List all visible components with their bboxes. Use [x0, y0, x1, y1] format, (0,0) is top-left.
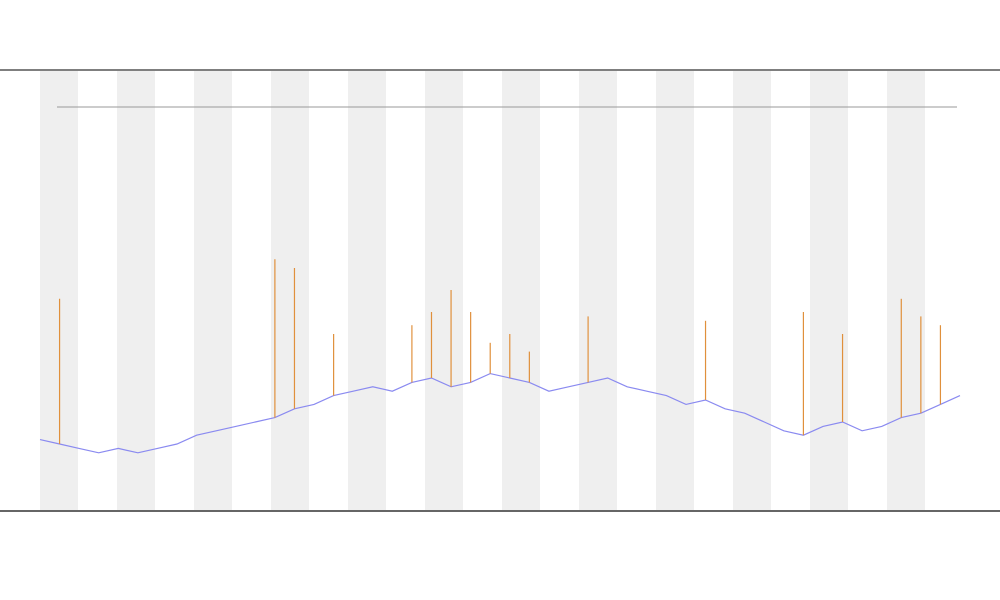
- shade-band: [656, 71, 694, 510]
- shade-band: [579, 71, 617, 510]
- shade-band: [810, 71, 848, 510]
- shade-band: [194, 71, 232, 510]
- shade-band: [271, 71, 309, 510]
- shade-band: [733, 71, 771, 510]
- shade-band: [502, 71, 540, 510]
- shade-band: [348, 71, 386, 510]
- series-line: [39, 372, 961, 454]
- shade-band: [425, 71, 463, 510]
- shade-band: [117, 71, 155, 510]
- shade-band: [887, 71, 925, 510]
